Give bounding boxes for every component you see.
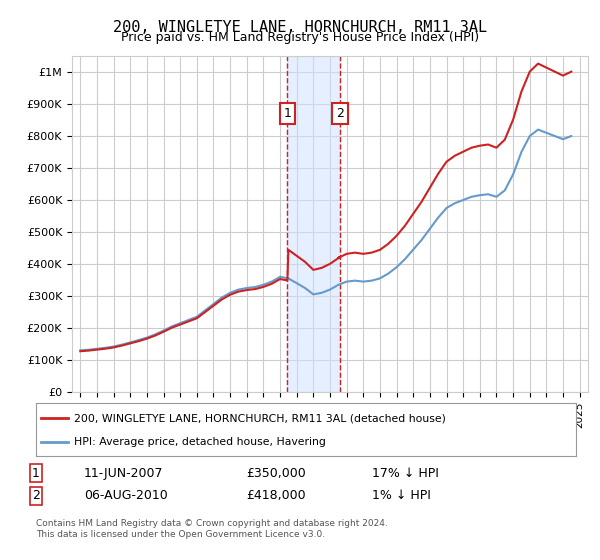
Text: 200, WINGLETYE LANE, HORNCHURCH, RM11 3AL: 200, WINGLETYE LANE, HORNCHURCH, RM11 3A…: [113, 20, 487, 35]
Bar: [287, 56, 340, 392]
Text: Price paid vs. HM Land Registry's House Price Index (HPI): Price paid vs. HM Land Registry's House …: [121, 31, 479, 44]
Text: 2: 2: [32, 489, 40, 502]
Text: 06-AUG-2010: 06-AUG-2010: [84, 489, 168, 502]
Text: HPI: Average price, detached house, Havering: HPI: Average price, detached house, Have…: [74, 436, 326, 446]
Text: £350,000: £350,000: [246, 466, 306, 480]
Text: 1: 1: [32, 466, 40, 480]
Text: 11-JUN-2007: 11-JUN-2007: [84, 466, 163, 480]
Text: £418,000: £418,000: [246, 489, 305, 502]
Text: 1% ↓ HPI: 1% ↓ HPI: [372, 489, 431, 502]
Text: 17% ↓ HPI: 17% ↓ HPI: [372, 466, 439, 480]
Text: 1: 1: [283, 107, 292, 120]
Text: Contains HM Land Registry data © Crown copyright and database right 2024.
This d: Contains HM Land Registry data © Crown c…: [36, 520, 388, 539]
Text: 200, WINGLETYE LANE, HORNCHURCH, RM11 3AL (detached house): 200, WINGLETYE LANE, HORNCHURCH, RM11 3A…: [74, 413, 446, 423]
Text: 2: 2: [336, 107, 344, 120]
